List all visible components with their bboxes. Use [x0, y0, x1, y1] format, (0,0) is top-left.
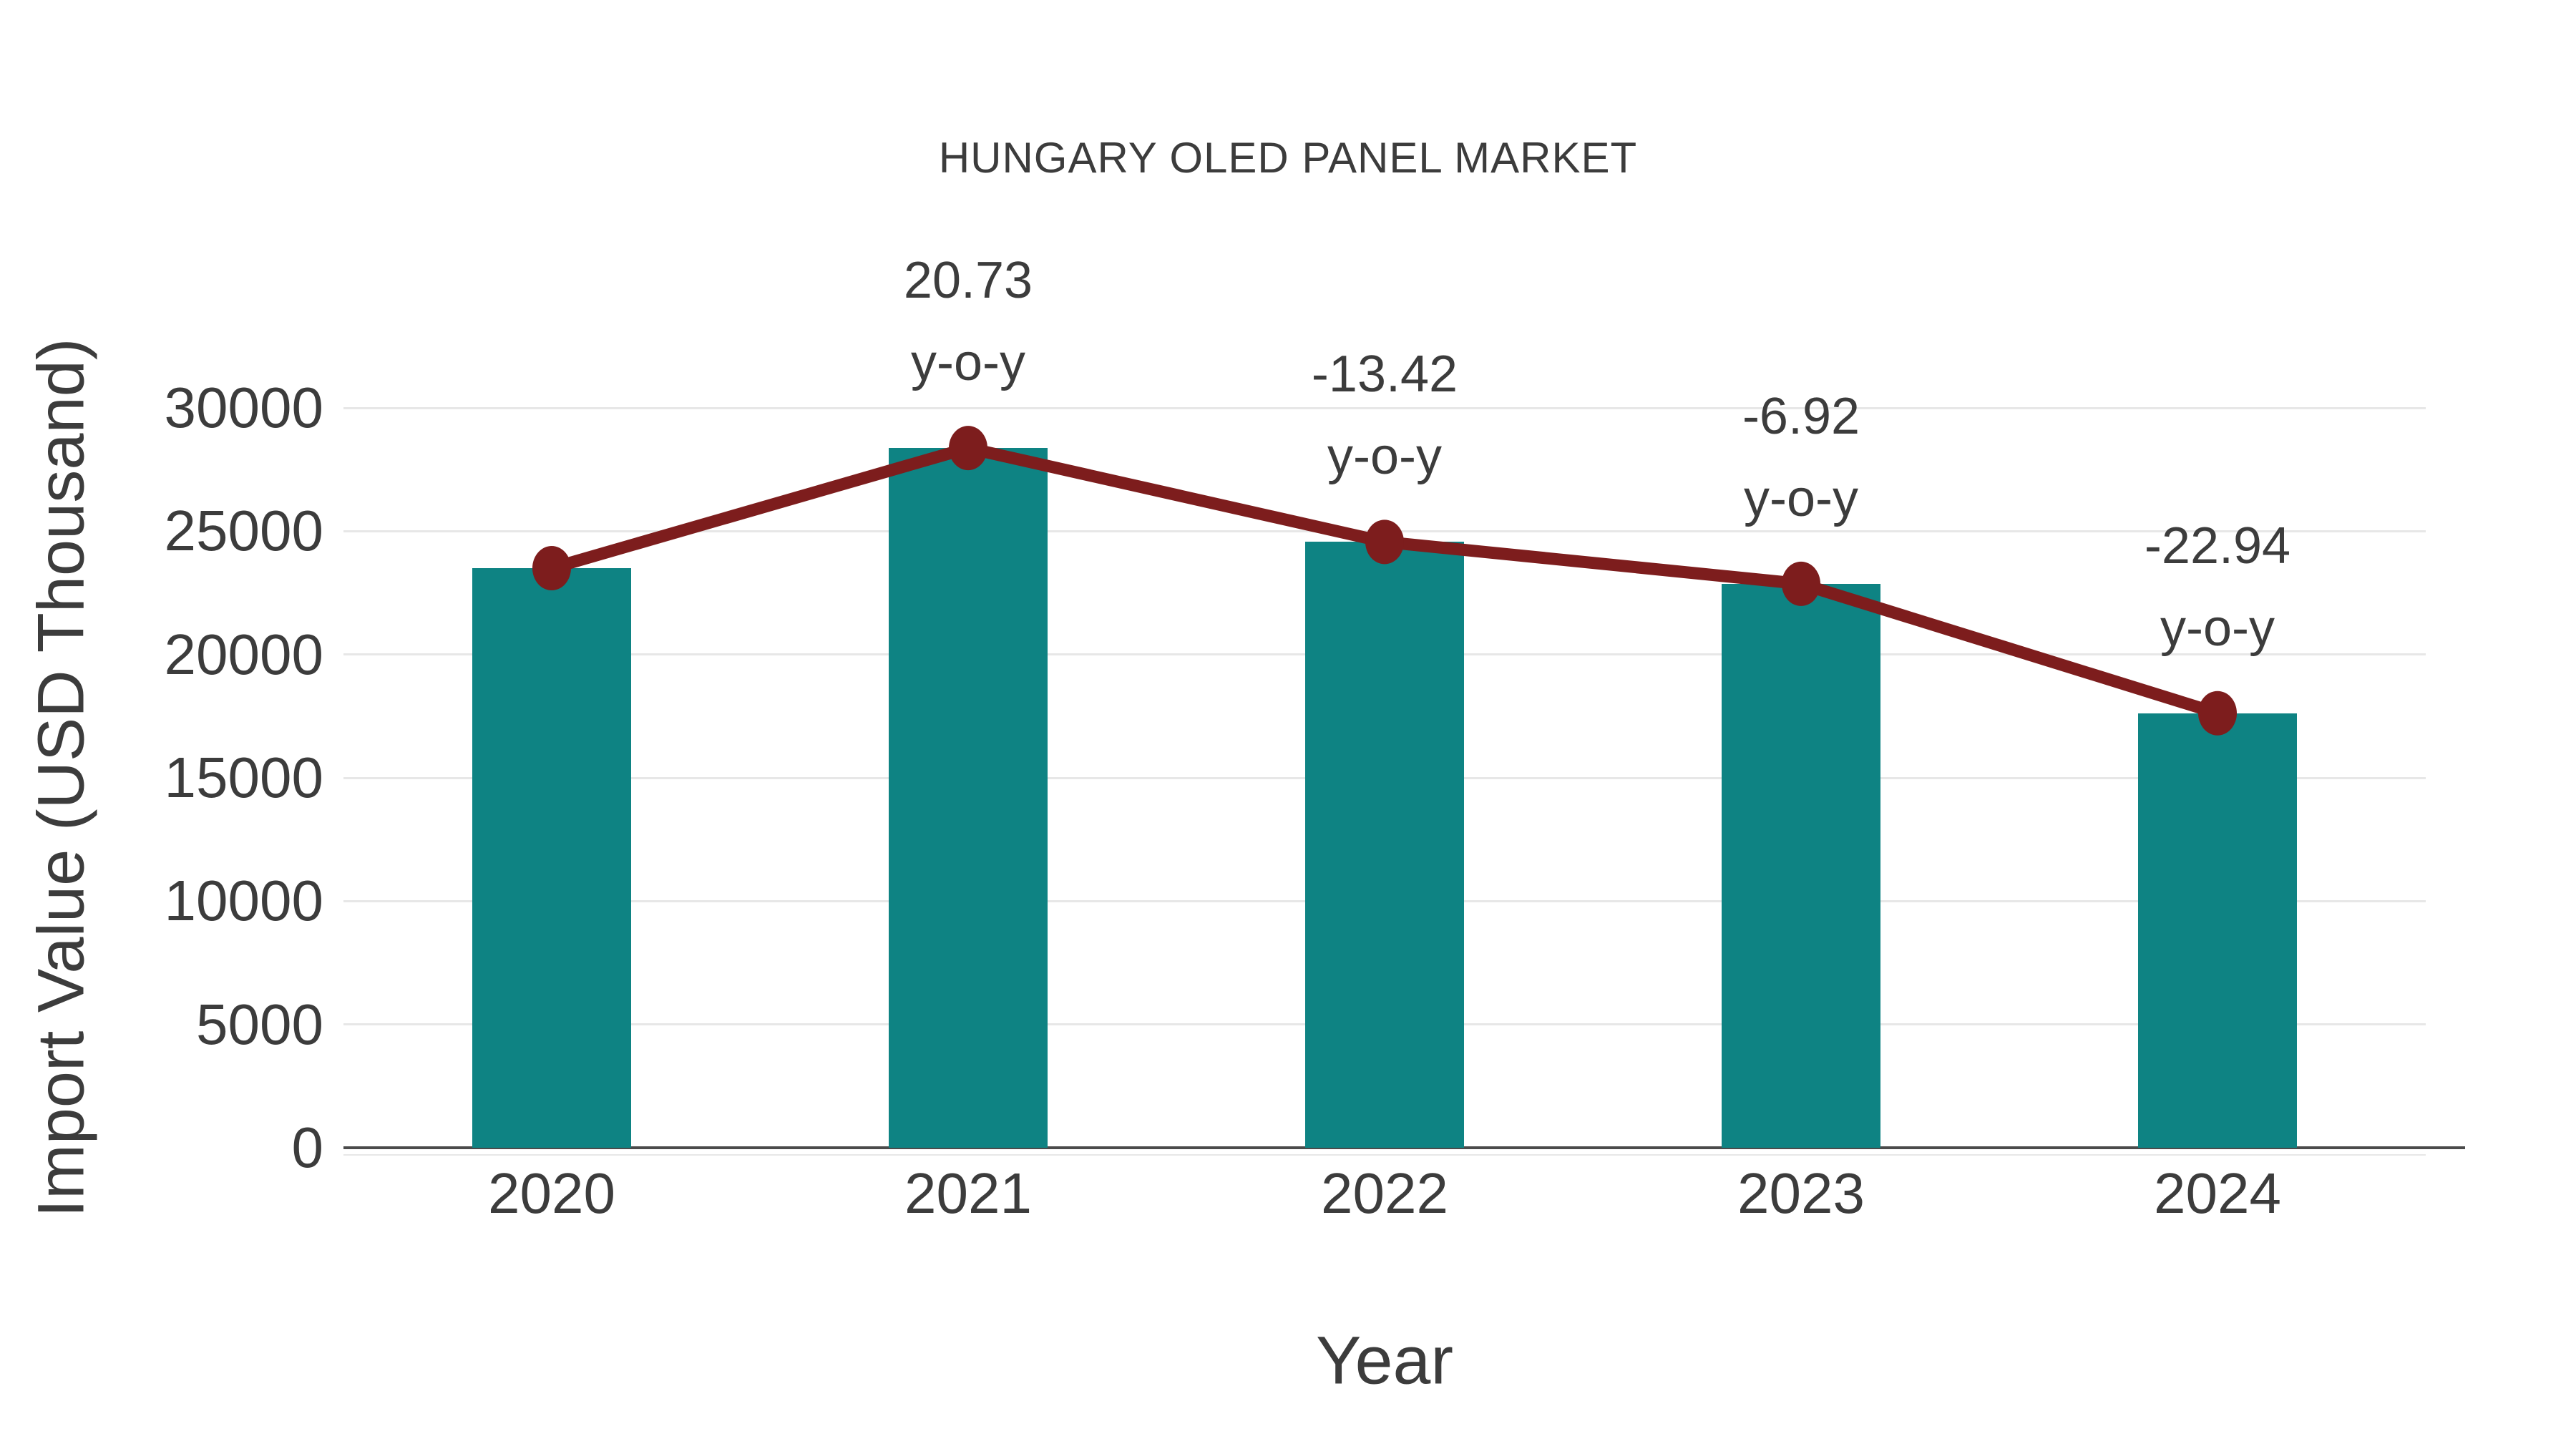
bar-2024	[2138, 713, 2297, 1148]
x-tick-label-2021: 2021	[904, 1161, 1032, 1225]
yoy-marker-2022	[1365, 519, 1404, 565]
y-tick-label: 0	[291, 1116, 324, 1179]
x-axis-title: Year	[1316, 1322, 1453, 1399]
yoy-marker-2024	[2198, 691, 2237, 736]
bar-2021	[889, 448, 1048, 1148]
yoy-value-label: 20.73	[903, 252, 1033, 310]
y-tick-label: 20000	[164, 622, 323, 686]
yoy-annotation-2024: -22.94 y-o-y	[2145, 505, 2290, 670]
y-tick-label: 30000	[164, 376, 323, 439]
x-tick-label-2024: 2024	[2154, 1161, 2281, 1225]
yoy-annotation-2023: -6.92 y-o-y	[1742, 376, 1860, 540]
yoy-value-label: -22.94	[2144, 517, 2291, 575]
x-tick-label-2022: 2022	[1321, 1161, 1448, 1225]
y-tick-label: 15000	[164, 746, 323, 809]
x-tick-label-2023: 2023	[1737, 1161, 1865, 1225]
x-tick-label-2020: 2020	[488, 1161, 615, 1225]
yoy-marker-2023	[1782, 561, 1820, 606]
zero-gridline	[343, 1154, 2426, 1156]
gridline-30000	[343, 406, 2426, 409]
yoy-suffix-label: y-o-y	[1327, 428, 1442, 486]
y-tick-label: 10000	[164, 869, 323, 933]
x-axis-line	[343, 1146, 2465, 1149]
yoy-marker-2021	[949, 426, 987, 471]
y-tick-label: 5000	[196, 992, 323, 1056]
yoy-value-label: -6.92	[1742, 387, 1860, 445]
yoy-value-label: -13.42	[1311, 346, 1458, 404]
bar-2020	[472, 568, 631, 1148]
yoy-suffix-label: y-o-y	[2160, 599, 2275, 657]
yoy-marker-2020	[532, 546, 571, 591]
yoy-annotation-2022: -13.42 y-o-y	[1312, 333, 1458, 498]
bar-2023	[1722, 583, 1880, 1148]
yoy-suffix-label: y-o-y	[1743, 469, 1858, 527]
y-tick-label: 25000	[164, 499, 323, 563]
yoy-annotation-2021: 20.73 y-o-y	[904, 240, 1033, 404]
bar-2022	[1305, 542, 1464, 1148]
yoy-suffix-label: y-o-y	[911, 334, 1025, 392]
chart-title: HUNGARY OLED PANEL MARKET	[938, 134, 1638, 182]
